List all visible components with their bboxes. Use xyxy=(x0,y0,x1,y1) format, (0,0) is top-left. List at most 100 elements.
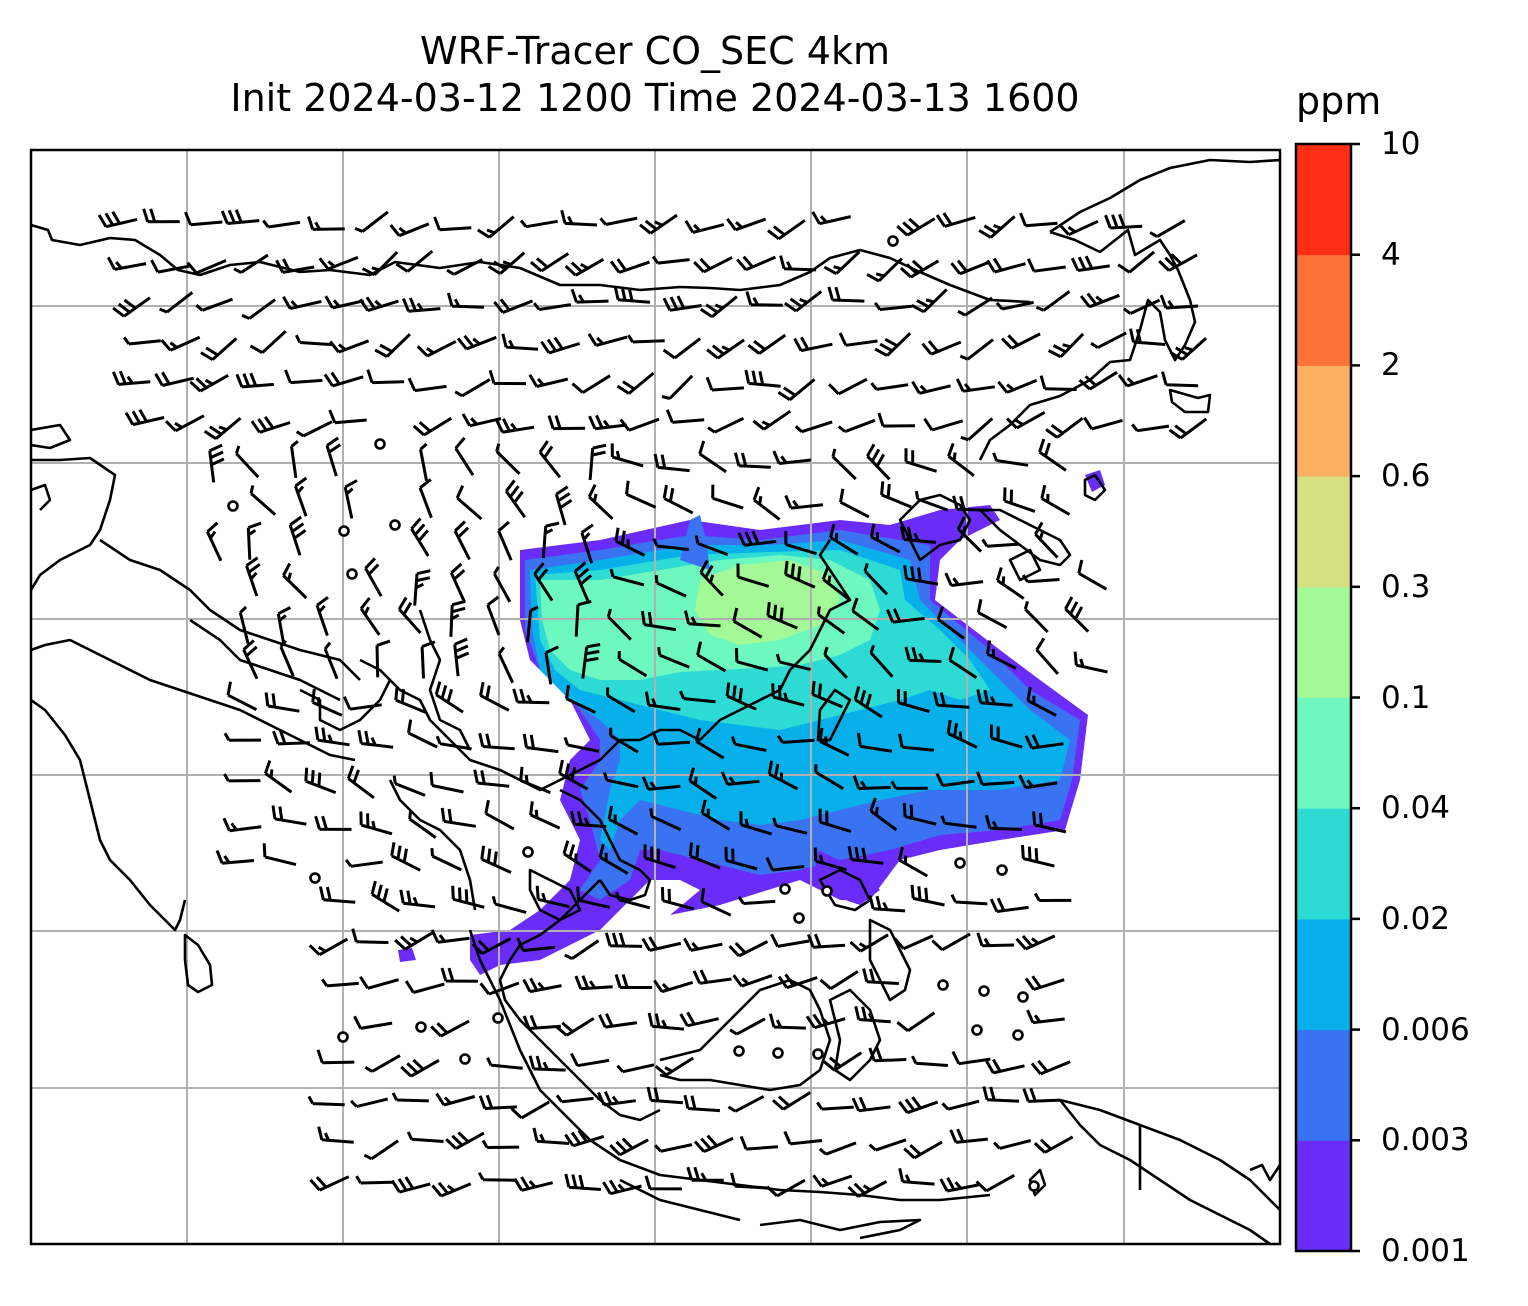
wind-barb xyxy=(733,452,771,469)
colorbar-swatch xyxy=(1296,254,1351,366)
wind-barb xyxy=(357,729,394,749)
wind-barb xyxy=(238,605,250,644)
wind-barb xyxy=(446,292,485,309)
colorbar-swatch xyxy=(1296,808,1351,920)
wind-barb xyxy=(564,258,605,277)
wind-barb xyxy=(449,599,466,637)
calm-wind-circle xyxy=(1012,1029,1024,1041)
wind-barb xyxy=(390,1176,431,1194)
wind-barb xyxy=(814,764,844,790)
wind-barb xyxy=(355,1175,393,1185)
wind-barb xyxy=(976,932,1015,948)
wind-barb xyxy=(911,288,948,314)
wind-barb xyxy=(189,373,229,393)
wind-barb xyxy=(226,681,258,712)
map-frame xyxy=(29,148,1282,1246)
wind-barb xyxy=(911,1055,949,1067)
wind-barb xyxy=(869,523,901,554)
wind-barb xyxy=(512,688,550,705)
wind-barb xyxy=(932,691,970,709)
wind-barb xyxy=(397,596,422,634)
colorbar-swatch xyxy=(1296,918,1351,1031)
wind-barb xyxy=(779,255,817,272)
wind-barb xyxy=(353,1015,393,1030)
wind-barb xyxy=(652,538,689,551)
wind-barb xyxy=(1117,250,1156,274)
wind-barb xyxy=(732,607,763,639)
wind-barb xyxy=(1159,294,1199,310)
wind-barb xyxy=(478,1094,517,1110)
wind-barb xyxy=(528,1055,566,1072)
calm-wind-circle xyxy=(338,525,350,537)
wind-barb xyxy=(813,847,847,872)
wind-barb xyxy=(818,808,852,833)
wind-barb xyxy=(1005,410,1046,430)
wind-barb xyxy=(823,646,848,679)
wind-barb xyxy=(997,379,1038,394)
wind-barb xyxy=(408,810,437,839)
wind-barb xyxy=(223,732,262,742)
wind-barb xyxy=(597,1090,636,1107)
wind-barb xyxy=(563,736,600,753)
wind-barb xyxy=(233,253,269,274)
wind-barb xyxy=(602,1179,642,1196)
wind-barb xyxy=(772,450,812,465)
wind-barb xyxy=(1161,371,1199,388)
wind-barb xyxy=(1123,298,1161,315)
calm-wind-circle xyxy=(937,979,949,991)
wind-barb xyxy=(1023,600,1049,634)
wind-barb xyxy=(823,1051,863,1072)
wind-barb xyxy=(849,933,889,953)
wind-barb xyxy=(570,810,607,829)
wind-barb xyxy=(541,521,560,559)
wind-barb xyxy=(1169,336,1208,361)
wind-barb xyxy=(501,333,539,351)
wind-barb xyxy=(1070,255,1110,272)
wind-barb xyxy=(1019,212,1058,228)
wind-barb xyxy=(683,937,723,952)
wind-barb xyxy=(295,420,333,438)
wind-barb xyxy=(975,1173,1016,1193)
wind-barb xyxy=(651,255,690,265)
colorbar-swatch xyxy=(1296,1029,1351,1141)
wind-barb xyxy=(939,1176,979,1193)
wind-barb xyxy=(868,1138,907,1152)
wind-barb xyxy=(851,597,880,632)
wind-barb xyxy=(936,606,965,640)
wind-barb xyxy=(868,895,906,913)
wind-barb xyxy=(430,847,463,872)
wind-barb xyxy=(729,1017,766,1036)
colorbar-swatch xyxy=(1296,586,1351,698)
colorbar-tick-label: 0.02 xyxy=(1381,900,1451,937)
colorbar-tick-label: 0.1 xyxy=(1381,679,1431,716)
wind-barb xyxy=(435,735,472,751)
wind-barb xyxy=(304,767,337,795)
wind-barb xyxy=(699,295,738,319)
wind-barb xyxy=(783,1130,823,1146)
wind-barb xyxy=(1024,734,1064,750)
calm-wind-circle xyxy=(971,1024,983,1036)
wind-barb xyxy=(159,291,194,314)
wind-barb xyxy=(734,648,769,672)
wind-barb xyxy=(325,436,342,477)
wind-barb xyxy=(950,894,988,906)
wind-barb xyxy=(1064,596,1090,633)
wind-barb xyxy=(616,1063,655,1074)
wind-barb xyxy=(154,371,194,387)
wind-barb xyxy=(203,416,242,440)
wind-barb xyxy=(565,685,597,714)
calm-wind-circle xyxy=(374,438,386,450)
wind-barb xyxy=(981,538,1020,548)
wind-barb xyxy=(793,336,833,353)
wind-barb xyxy=(720,771,760,786)
wind-barb xyxy=(522,977,562,994)
wind-barb xyxy=(1021,844,1055,868)
wind-barb xyxy=(486,595,501,636)
wind-barb xyxy=(866,443,891,481)
wind-barb xyxy=(328,409,367,425)
wind-barb xyxy=(946,719,978,749)
wind-barb xyxy=(952,495,990,512)
wind-barb xyxy=(1026,1009,1065,1025)
wind-barb xyxy=(852,775,891,791)
